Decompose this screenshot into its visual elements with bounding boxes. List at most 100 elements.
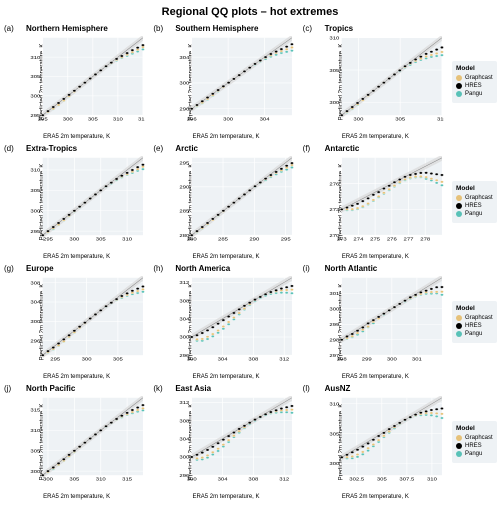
svg-text:280: 280: [180, 234, 190, 239]
panel-title: Antarctic: [325, 144, 360, 153]
panel-title: North Atlantic: [325, 264, 378, 273]
svg-text:295: 295: [43, 237, 53, 242]
svg-text:304: 304: [218, 357, 228, 362]
svg-text:285: 285: [218, 237, 228, 242]
svg-text:297: 297: [329, 354, 339, 359]
panel-extra-tropics: (d)Extra-TropicsPredicted 2m temperature…: [2, 142, 151, 262]
panel-arctic: (e)ArcticPredicted 2m temperature, KERA5…: [151, 142, 300, 262]
svg-text:300: 300: [43, 477, 53, 482]
legend-item-graphcast: Graphcast: [456, 75, 493, 81]
svg-text:276: 276: [329, 182, 339, 187]
panel-title: Tropics: [325, 24, 353, 33]
qq-plot: 295300305310295300305310: [26, 156, 145, 244]
panel-antarctic: (f)AntarcticPredicted 2m temperature, KE…: [301, 142, 450, 262]
x-axis-label: ERA5 2m temperature, K: [43, 134, 110, 140]
panel-east-asia: (k)East AsiaPredicted 2m temperature, KE…: [151, 382, 300, 502]
svg-text:300: 300: [329, 307, 339, 312]
svg-text:305: 305: [329, 432, 339, 437]
legend-item-pangu: Pangu: [456, 91, 493, 97]
svg-text:304: 304: [218, 477, 228, 482]
svg-text:315: 315: [122, 477, 132, 482]
x-axis-label: ERA5 2m temperature, K: [192, 254, 259, 260]
svg-text:300: 300: [387, 357, 397, 362]
svg-text:305: 305: [113, 357, 123, 362]
qq-plot: 295300305310315295300305310: [26, 36, 145, 124]
svg-text:308: 308: [249, 357, 259, 362]
svg-text:308: 308: [180, 299, 190, 304]
svg-text:304: 304: [180, 317, 190, 322]
legend-title: Model: [456, 425, 493, 432]
svg-text:304: 304: [180, 56, 190, 61]
legend: Model Graphcast HRES Pangu: [450, 142, 498, 262]
svg-text:305: 305: [96, 237, 106, 242]
panel-letter: (i): [303, 264, 310, 273]
panel-north-america: (h)North AmericaPredicted 2m temperature…: [151, 262, 300, 382]
panel-letter: (k): [153, 384, 162, 393]
x-axis-label: ERA5 2m temperature, K: [342, 494, 409, 500]
legend-label: Pangu: [465, 211, 482, 217]
svg-text:296: 296: [30, 339, 40, 344]
svg-text:305: 305: [30, 75, 40, 80]
legend-swatch: [456, 211, 462, 217]
svg-text:305: 305: [88, 117, 98, 122]
svg-text:308: 308: [180, 419, 190, 424]
legend-label: HRES: [465, 323, 482, 329]
figure-root: Regional QQ plots – hot extremes (a)Nort…: [0, 0, 500, 504]
panel-letter: (j): [4, 384, 11, 393]
panel-letter: (g): [4, 264, 14, 273]
svg-text:299: 299: [329, 323, 339, 328]
legend-label: Graphcast: [465, 195, 493, 201]
legend-item-hres: HRES: [456, 443, 493, 449]
panel-title: Arctic: [175, 144, 198, 153]
svg-text:310: 310: [122, 237, 132, 242]
legend-label: Pangu: [465, 451, 482, 457]
svg-text:300: 300: [180, 455, 190, 460]
qq-plot: 298299300301297298299300301: [325, 276, 444, 364]
legend-title: Model: [456, 185, 493, 192]
svg-text:312: 312: [180, 401, 190, 406]
svg-text:315: 315: [30, 408, 40, 413]
svg-text:295: 295: [180, 161, 190, 166]
panel-north-atlantic: (i)North AtlanticPredicted 2m temperatur…: [301, 262, 450, 382]
panel-grid: (a)Northern HemispherePredicted 2m tempe…: [2, 22, 498, 502]
x-axis-label: ERA5 2m temperature, K: [192, 494, 259, 500]
legend-title: Model: [456, 65, 493, 72]
qq-plot: 273274275276277278270273276: [325, 156, 444, 244]
x-axis-label: ERA5 2m temperature, K: [43, 494, 110, 500]
svg-text:295: 295: [281, 237, 291, 242]
panel-southern-hemisphere: (b)Southern HemispherePredicted 2m tempe…: [151, 22, 300, 142]
x-axis-label: ERA5 2m temperature, K: [342, 134, 409, 140]
svg-text:304: 304: [30, 300, 40, 305]
svg-text:296: 296: [180, 107, 190, 112]
legend-swatch: [456, 315, 462, 321]
panel-title: Europe: [26, 264, 54, 273]
svg-text:300: 300: [30, 209, 40, 214]
svg-text:308: 308: [30, 281, 40, 286]
svg-text:300: 300: [30, 470, 40, 475]
qq-plot: 280285290295280285290295: [175, 156, 294, 244]
x-axis-label: ERA5 2m temperature, K: [342, 254, 409, 260]
legend-swatch: [456, 331, 462, 337]
svg-text:290: 290: [180, 185, 190, 190]
legend-label: HRES: [465, 203, 482, 209]
legend-swatch: [456, 443, 462, 449]
x-axis-label: ERA5 2m temperature, K: [192, 374, 259, 380]
svg-text:300: 300: [30, 94, 40, 99]
svg-text:310: 310: [30, 56, 40, 61]
svg-text:310: 310: [96, 477, 106, 482]
legend-label: HRES: [465, 443, 482, 449]
svg-text:278: 278: [420, 237, 430, 242]
svg-text:300: 300: [353, 117, 363, 122]
qq-plot: 296300304296300304: [175, 36, 294, 124]
panel-north-pacific: (j)North PacificPredicted 2m temperature…: [2, 382, 151, 502]
svg-text:305: 305: [30, 189, 40, 194]
legend-swatch: [456, 323, 462, 329]
panel-letter: (h): [153, 264, 163, 273]
qq-plot: 300304308312296300304308312: [175, 396, 294, 484]
svg-text:285: 285: [180, 209, 190, 214]
svg-text:305: 305: [69, 477, 79, 482]
legend-item-pangu: Pangu: [456, 211, 493, 217]
legend-swatch: [456, 203, 462, 209]
legend-item-hres: HRES: [456, 203, 493, 209]
panel-letter: (f): [303, 144, 311, 153]
